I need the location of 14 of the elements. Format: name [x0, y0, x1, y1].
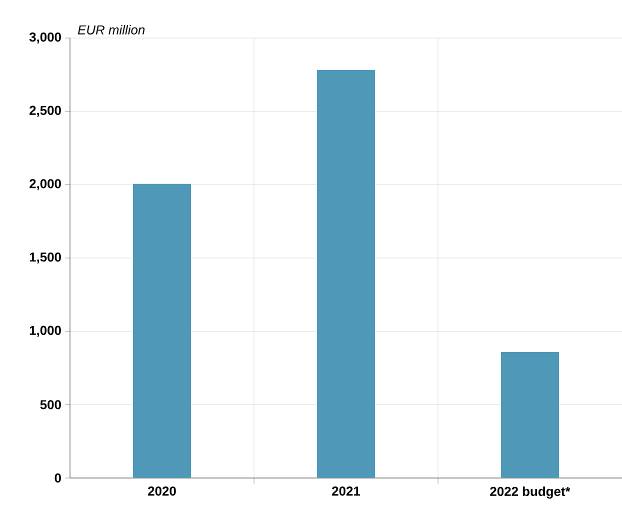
x-tick-label: 2020 [148, 486, 176, 496]
bar [501, 352, 560, 478]
y-tick-label: 3,000 [29, 32, 61, 44]
bar [317, 70, 376, 478]
y-tick-label: 0 [54, 473, 61, 483]
y-tick-label: 1,500 [30, 252, 61, 264]
bar [133, 184, 191, 478]
y-tick-label: 2,000 [30, 179, 61, 190]
y-tick-label: 1,000 [30, 326, 61, 337]
y-axis-title: EUR million [78, 24, 145, 34]
x-tick-label: 2021 [332, 486, 360, 496]
y-tick-label: 500 [40, 400, 61, 410]
y-tick-label: 2,500 [30, 106, 61, 117]
x-tick-label: 2022 budget* [490, 486, 570, 499]
